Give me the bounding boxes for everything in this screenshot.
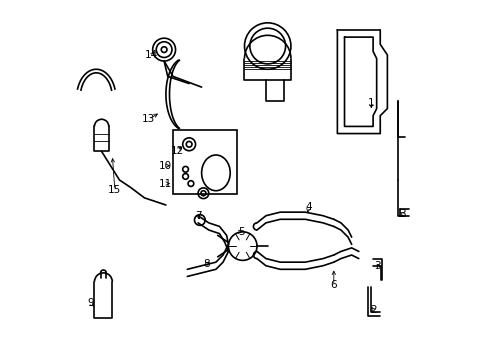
Text: 9: 9 [87,298,94,308]
Text: 10: 10 [158,161,171,171]
Text: 12: 12 [170,146,183,156]
Text: 6: 6 [330,280,336,291]
Text: 3: 3 [399,209,405,219]
Text: 5: 5 [238,227,244,237]
Text: 11: 11 [158,179,171,189]
Text: 1: 1 [367,98,374,108]
Text: 14: 14 [145,50,158,60]
Text: 2: 2 [370,305,376,315]
Text: 7: 7 [194,211,201,221]
Text: 13: 13 [142,114,155,124]
Text: 3: 3 [374,261,380,271]
Text: 4: 4 [305,202,311,212]
Text: 8: 8 [203,259,209,269]
Text: 15: 15 [108,185,121,195]
